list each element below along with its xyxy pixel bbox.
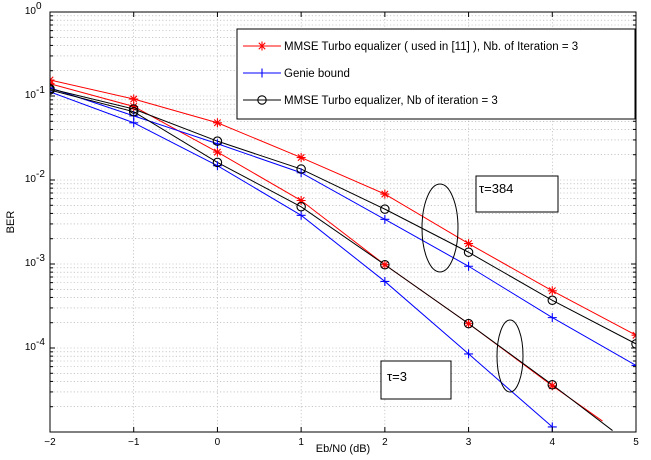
y-axis-label: BER	[5, 211, 17, 234]
legend-marker-star	[257, 41, 267, 51]
group-ellipses	[421, 183, 524, 393]
y-tick-label: 10	[25, 6, 37, 17]
series-line-0	[50, 79, 636, 336]
data-point-plus	[50, 83, 55, 93]
data-point-circle	[128, 104, 139, 114]
annotation-tau3: τ=3	[380, 360, 452, 400]
legend-box	[236, 28, 636, 120]
data-point-circle	[547, 380, 558, 390]
data-point-plus	[380, 214, 390, 224]
plot-frame	[49, 11, 637, 433]
y-tick-exponent: -4	[36, 337, 45, 348]
tau384-box	[475, 175, 559, 213]
series-line-1	[50, 83, 603, 422]
annotation-tau384: τ=384	[475, 175, 559, 213]
data-point-star	[212, 147, 222, 157]
data-point-circle	[463, 318, 474, 329]
data-point-plus	[464, 349, 474, 359]
data-point-star	[129, 94, 139, 104]
x-tick-label: 3	[466, 437, 472, 448]
data-point-star	[129, 101, 139, 111]
tau384-group-ellipse	[421, 183, 459, 273]
data-point-circle	[380, 259, 390, 270]
y-tick-exponent: -3	[36, 253, 45, 264]
data-point-star	[547, 381, 557, 391]
legend: MMSE Turbo equalizer ( used in [11] ), N…	[236, 28, 636, 120]
y-tick-exponent: 0	[36, 1, 42, 12]
x-tick-label: 5	[633, 437, 639, 448]
y-tick-label: 10	[25, 174, 37, 185]
data-point-plus	[631, 360, 636, 370]
data-point-circle	[212, 157, 223, 168]
series-lines	[50, 79, 636, 431]
x-axis-label: Eb/N0 (dB)	[316, 443, 370, 455]
y-tick-label: 10	[25, 342, 37, 353]
data-point-plus	[464, 261, 474, 271]
x-tick-label: 1	[298, 437, 304, 448]
legend-label: Genie bound	[284, 68, 350, 80]
y-tick-exponent: -2	[36, 169, 45, 180]
y-tick-label: 10	[25, 258, 37, 269]
data-point-star	[547, 286, 557, 296]
x-tick-label: 2	[382, 437, 388, 448]
series-markers	[50, 75, 636, 432]
data-point-star	[464, 319, 474, 329]
series-line-5	[50, 89, 613, 431]
data-point-circle	[296, 202, 306, 212]
data-point-star	[296, 153, 306, 163]
data-point-plus	[380, 276, 390, 286]
x-tick-label: −2	[44, 437, 56, 448]
data-point-circle	[547, 295, 558, 306]
data-point-circle	[50, 85, 55, 95]
y-tick-exponent: -1	[36, 85, 45, 96]
tau3-label: τ=3	[387, 369, 407, 384]
tau384-label: τ=384	[479, 181, 513, 196]
data-point-star	[464, 239, 474, 249]
tau3-group-ellipse	[496, 319, 524, 393]
legend-label: MMSE Turbo equalizer ( used in [11] ), N…	[284, 41, 578, 53]
legend-label: MMSE Turbo equalizer, Nb of iteration = …	[284, 95, 498, 107]
x-tick-label: −1	[128, 437, 140, 448]
data-point-circle	[296, 164, 306, 174]
data-point-circle	[463, 247, 474, 258]
tau3-box	[380, 360, 452, 400]
data-point-plus	[129, 118, 139, 128]
data-point-star	[212, 118, 222, 128]
legend-marker-plus	[257, 68, 267, 78]
data-point-star	[380, 260, 390, 270]
data-point-plus	[296, 210, 306, 220]
data-point-plus	[547, 313, 557, 323]
series-line-4	[50, 88, 636, 345]
x-tick-label: 0	[215, 437, 221, 448]
data-point-circle	[212, 136, 223, 146]
data-point-circle	[128, 106, 139, 117]
data-point-circle	[380, 204, 390, 214]
legend-marker-circle	[257, 95, 267, 105]
x-tick-label: 4	[550, 437, 556, 448]
data-point-star	[380, 189, 390, 199]
data-point-star	[296, 196, 306, 206]
y-tick-label: 10	[25, 90, 37, 101]
